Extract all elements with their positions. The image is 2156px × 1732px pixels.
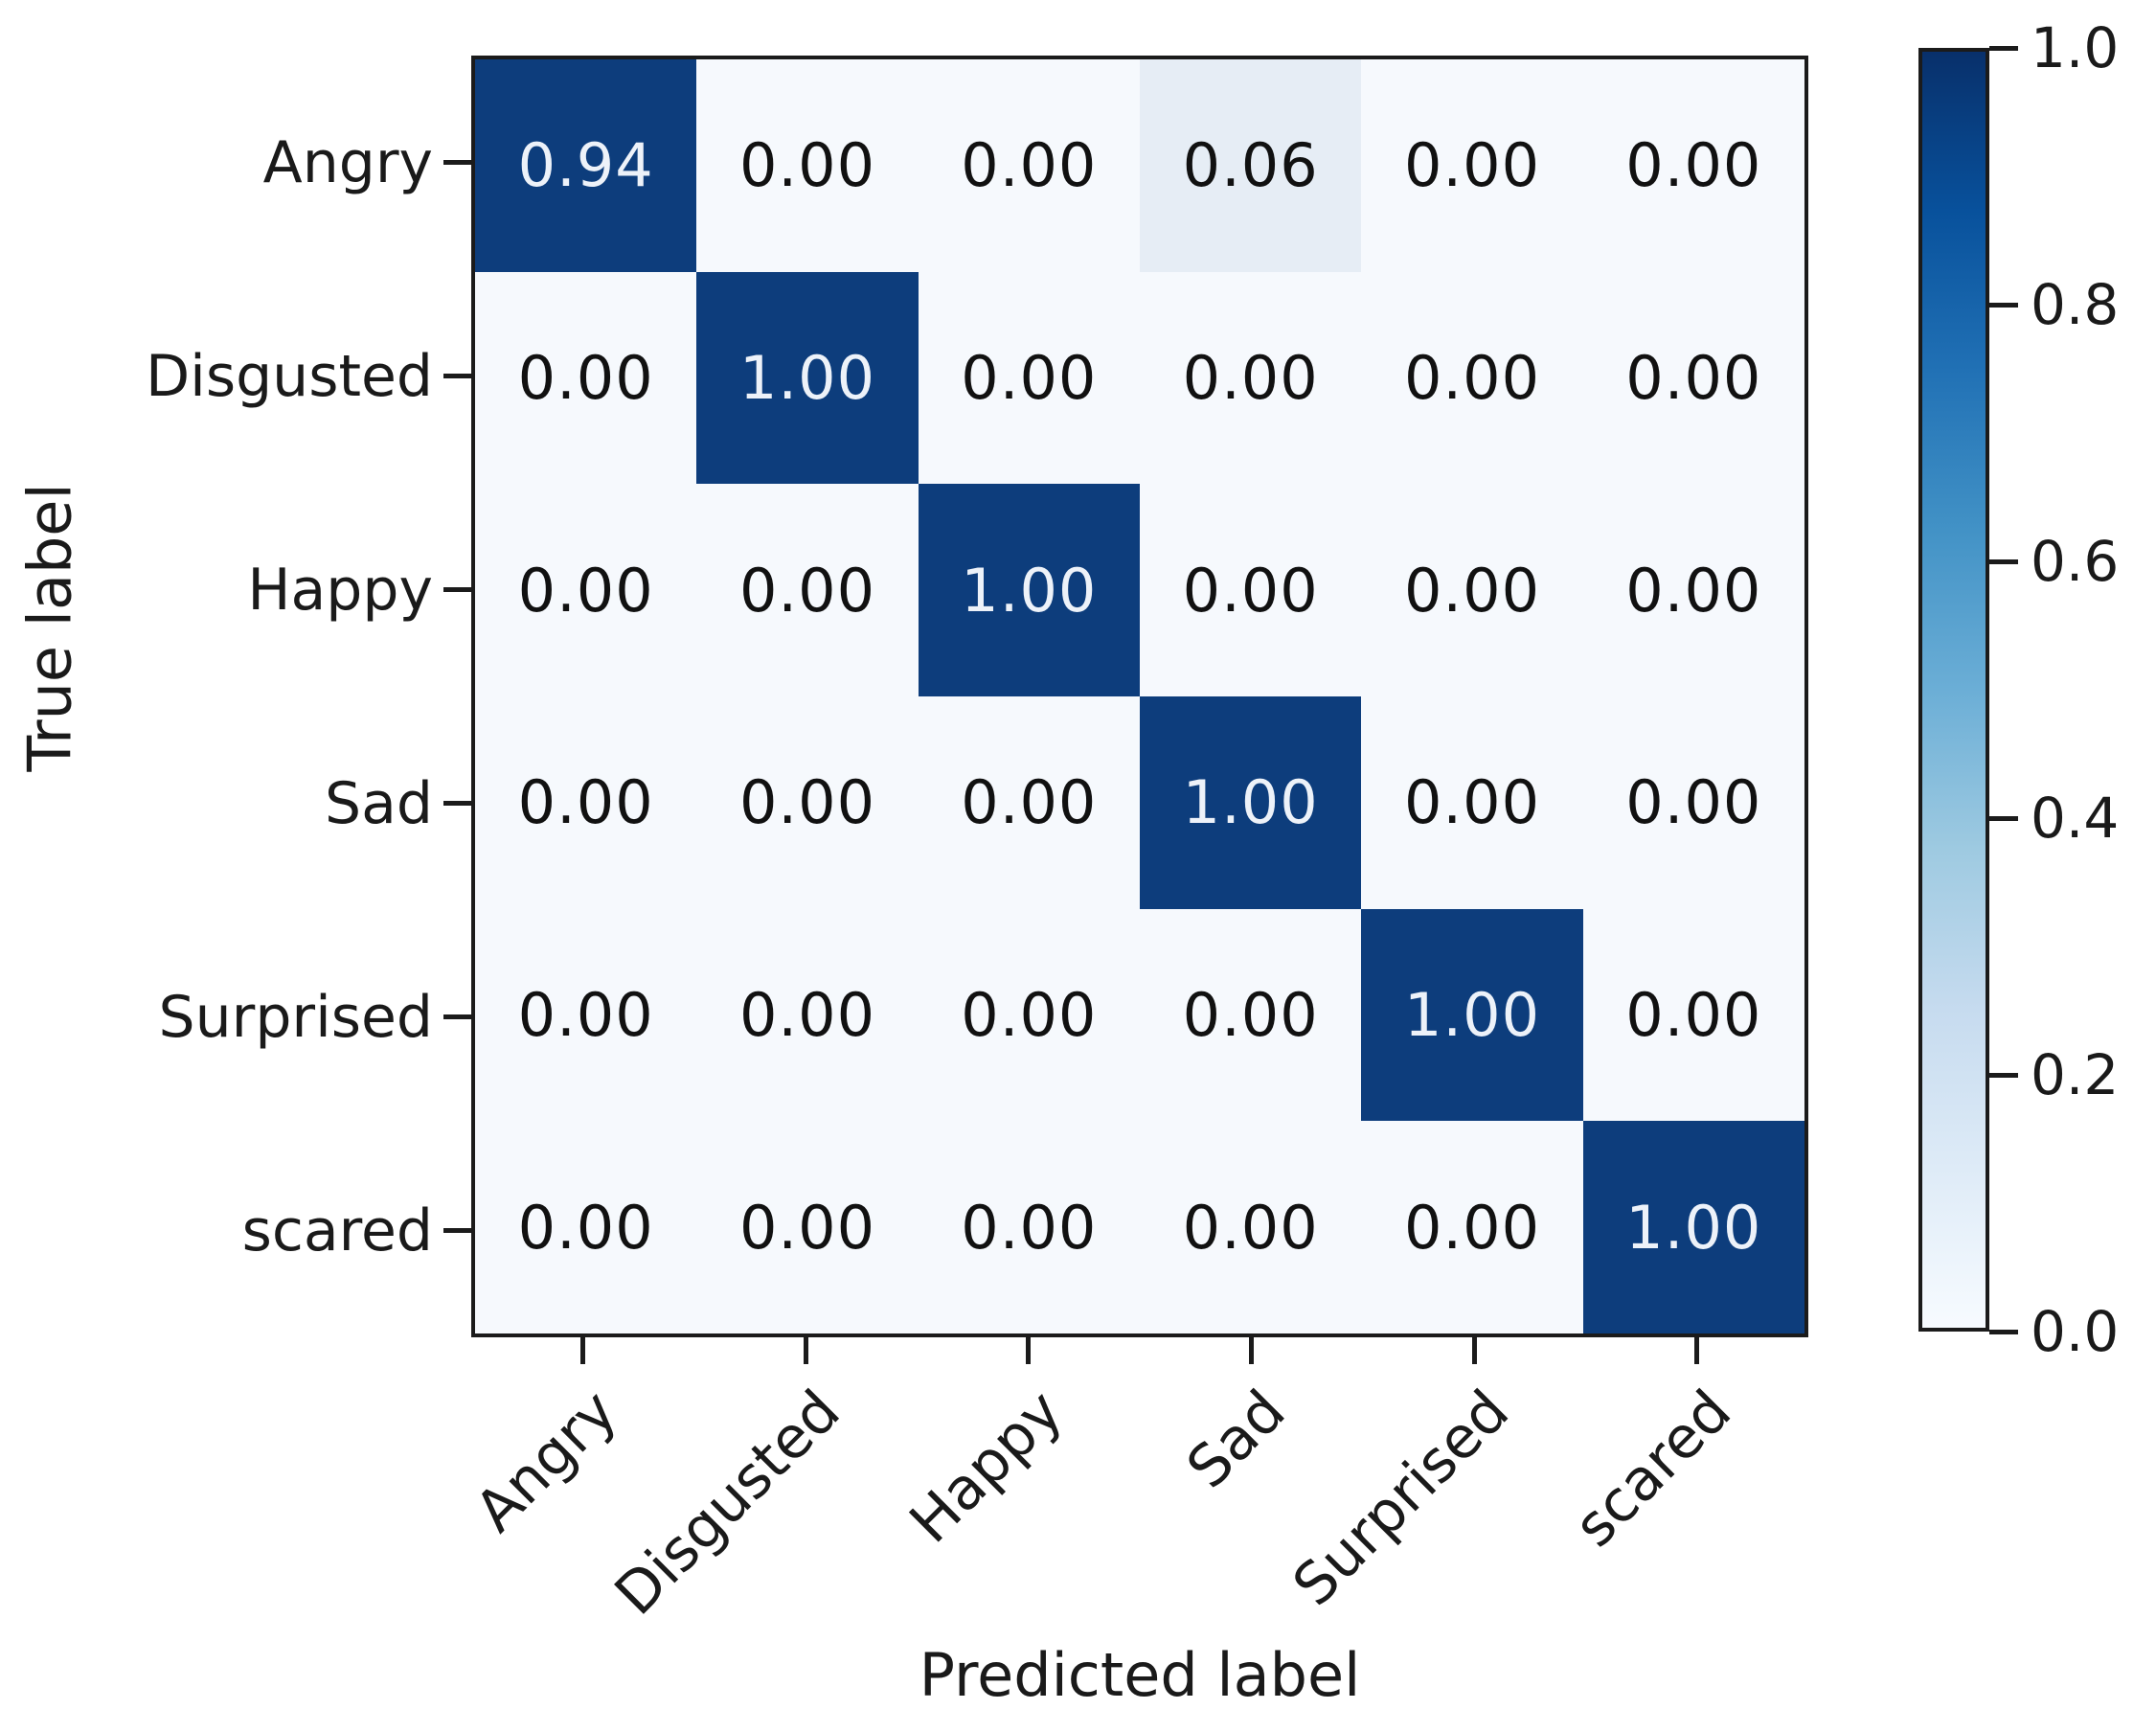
matrix-cell: 0.00 (1139, 271, 1362, 485)
colorbar-tick-mark (1989, 1072, 2018, 1078)
x-tick-mark (1140, 1337, 1363, 1364)
matrix-cell: 0.00 (918, 271, 1140, 485)
matrix-cell: 0.00 (475, 271, 697, 485)
matrix-cell: 0.00 (1582, 484, 1804, 696)
colorbar-tick-label: 0.0 (2031, 1299, 2120, 1364)
matrix-cell: 0.00 (1139, 484, 1362, 696)
matrix-cell: 0.00 (696, 908, 919, 1122)
matrix-cell: 0.00 (1361, 1121, 1583, 1333)
colorbar-tick-mark (1989, 45, 2018, 51)
matrix-cell: 0.00 (918, 59, 1140, 272)
x-tick-label: Disgusted (601, 1378, 853, 1629)
y-tick-label: Surprised (158, 983, 433, 1051)
y-tick-label: Disgusted (145, 342, 433, 410)
x-tick-mark (471, 1337, 694, 1364)
matrix-cell: 0.00 (475, 1121, 697, 1333)
matrix-cell: 0.00 (1139, 1121, 1362, 1333)
colorbar-tick-label: 0.6 (2031, 529, 2120, 594)
matrix-cell: 1.00 (1582, 1121, 1804, 1333)
colorbar-tick-mark (1989, 558, 2018, 564)
matrix-cell: 0.00 (1361, 271, 1583, 485)
matrix-cell: 1.00 (918, 484, 1140, 696)
matrix-cell: 1.00 (1361, 908, 1583, 1122)
matrix-cell: 0.00 (1582, 59, 1804, 272)
y-tick-mark (443, 483, 471, 696)
colorbar-tick-label: 1.0 (2031, 15, 2120, 80)
matrix-cell: 0.00 (1582, 696, 1804, 909)
y-tick-mark (443, 910, 471, 1124)
matrix-cell: 1.00 (696, 271, 919, 485)
matrix-cell: 0.00 (1361, 59, 1583, 272)
y-tick-mark (443, 269, 471, 483)
y-tick-marks (443, 56, 471, 1337)
x-tick-mark (1363, 1337, 1586, 1364)
matrix-cell: 0.06 (1139, 59, 1362, 272)
matrix-cell: 0.00 (918, 696, 1140, 909)
matrix-cell: 0.00 (696, 696, 919, 909)
matrix-cell: 0.00 (696, 1121, 919, 1333)
x-tick-label: Happy (896, 1378, 1077, 1557)
y-tick-labels: Angry Disgusted Happy Sad Surprised scared (0, 56, 433, 1337)
colorbar-tick-label: 0.4 (2031, 786, 2120, 851)
matrix-cell: 0.94 (475, 59, 697, 272)
matrix-cell: 0.00 (1361, 696, 1583, 909)
colorbar-tick-mark (1989, 1329, 2018, 1334)
x-tick-label: Sad (1174, 1378, 1299, 1502)
matrix-cell: 0.00 (918, 908, 1140, 1122)
matrix-cell: 1.00 (1139, 696, 1362, 909)
x-tick-mark (1585, 1337, 1808, 1364)
colorbar-tick-label: 0.8 (2031, 272, 2120, 337)
x-tick-mark (694, 1337, 918, 1364)
y-tick-mark (443, 696, 471, 910)
y-tick-label: Happy (247, 556, 433, 624)
matrix-cell: 0.00 (475, 696, 697, 909)
matrix-cell: 0.00 (1139, 908, 1362, 1122)
y-tick-label: scared (241, 1196, 433, 1265)
matrix-cell: 0.00 (475, 484, 697, 696)
y-tick-label: Angry (262, 128, 433, 196)
matrix-cell: 0.00 (1582, 908, 1804, 1122)
colorbar-tick-mark (1989, 815, 2018, 821)
y-tick-mark (443, 1124, 471, 1337)
matrix-cell: 0.00 (1361, 484, 1583, 696)
matrix-cell: 0.00 (1582, 271, 1804, 485)
x-tick-label: scared (1561, 1378, 1745, 1561)
x-tick-mark (917, 1337, 1140, 1364)
x-tick-label: Angry (462, 1378, 630, 1545)
colorbar-tick-label: 0.2 (2031, 1042, 2120, 1107)
y-tick-mark (443, 56, 471, 269)
colorbar-tick-mark (1989, 302, 2018, 308)
y-tick-label: Sad (325, 769, 433, 837)
matrix-cell: 0.00 (696, 59, 919, 272)
x-tick-label: Surprised (1280, 1378, 1522, 1620)
colorbar (1918, 48, 1989, 1332)
matrix-cell: 0.00 (918, 1121, 1140, 1333)
x-axis-title: Predicted label (919, 1640, 1361, 1710)
matrix-cell: 0.00 (475, 908, 697, 1122)
heatmap-grid: 0.94 0.00 0.00 0.06 0.00 0.00 0.00 1.00 0.00 0.00… (471, 56, 1808, 1337)
x-tick-marks (471, 1337, 1808, 1364)
matrix-cell: 0.00 (696, 484, 919, 696)
